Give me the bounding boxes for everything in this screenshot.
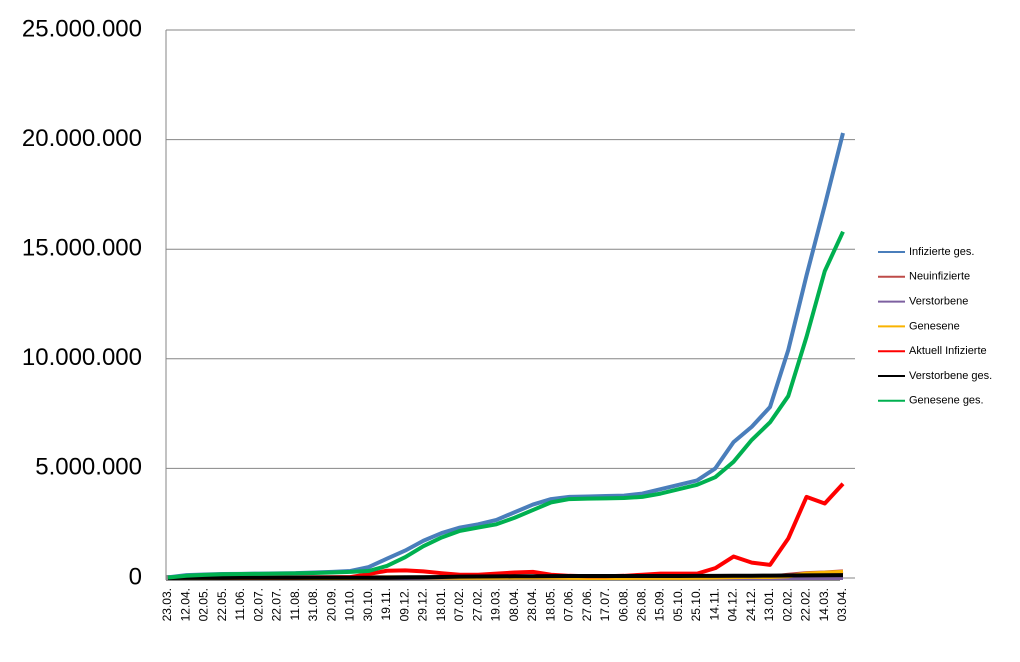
x-tick-label: 22.05. bbox=[215, 588, 229, 621]
x-tick-label: 07.06. bbox=[562, 588, 576, 621]
x-tick-label: 10.10. bbox=[343, 588, 357, 621]
y-tick-label: 20.000.000 bbox=[22, 125, 142, 152]
x-tick-label: 27.02. bbox=[470, 588, 484, 621]
y-tick-label: 25.000.000 bbox=[22, 15, 142, 42]
y-tick-label: 15.000.000 bbox=[22, 235, 142, 262]
x-tick-label: 18.01. bbox=[434, 588, 448, 621]
x-tick-label: 20.09. bbox=[324, 588, 338, 621]
legend-label: Genesene ges. bbox=[909, 395, 984, 407]
x-tick-label: 24.12. bbox=[744, 588, 758, 621]
x-tick-label: 28.04. bbox=[525, 588, 539, 621]
y-tick-label: 10.000.000 bbox=[22, 344, 142, 371]
x-tick-label: 22.07. bbox=[270, 588, 284, 621]
x-tick-label: 22.02. bbox=[799, 588, 813, 621]
x-tick-label: 12.04. bbox=[178, 588, 192, 621]
legend-label: Infizierte ges. bbox=[909, 246, 974, 258]
x-tick-label: 02.05. bbox=[197, 588, 211, 621]
x-tick-label: 02.07. bbox=[251, 588, 265, 621]
x-tick-label: 04.12. bbox=[726, 588, 740, 621]
y-tick-label: 0 bbox=[129, 563, 142, 590]
x-tick-label: 13.01. bbox=[762, 588, 776, 621]
x-tick-label: 02.02. bbox=[780, 588, 794, 621]
x-tick-label: 14.11. bbox=[707, 588, 721, 620]
legend-label: Genesene bbox=[909, 320, 960, 332]
x-tick-label: 19.03. bbox=[489, 588, 503, 621]
x-tick-label: 25.10. bbox=[689, 588, 703, 621]
x-tick-label: 19.11. bbox=[379, 588, 393, 620]
x-tick-label: 30.10. bbox=[361, 588, 375, 621]
x-tick-label: 06.08. bbox=[616, 588, 630, 621]
x-tick-label: 27.06. bbox=[580, 588, 594, 621]
series-line bbox=[167, 230, 845, 580]
x-tick-label: 31.08. bbox=[306, 588, 320, 621]
x-tick-label: 11.06. bbox=[233, 588, 247, 620]
x-tick-label: 23.03. bbox=[160, 588, 174, 621]
x-tick-label: 11.08. bbox=[288, 588, 302, 620]
x-tick-label: 09.12. bbox=[397, 588, 411, 621]
legend-label: Verstorbene bbox=[909, 296, 968, 308]
y-tick-label: 5.000.000 bbox=[35, 454, 142, 481]
legend-label: Neuinfizierte bbox=[909, 271, 970, 283]
x-tick-label: 03.04. bbox=[835, 588, 849, 621]
x-tick-label: 18.05. bbox=[543, 588, 557, 621]
legend-label: Verstorbene ges. bbox=[909, 370, 992, 382]
x-tick-label: 29.12. bbox=[416, 588, 430, 621]
legend-label: Aktuell Infizierte bbox=[909, 345, 987, 357]
x-tick-label: 07.02. bbox=[452, 588, 466, 621]
x-tick-label: 15.09. bbox=[653, 588, 667, 621]
x-tick-label: 05.10. bbox=[671, 588, 685, 621]
x-tick-label: 26.08. bbox=[634, 588, 648, 621]
x-tick-label: 08.04. bbox=[507, 588, 521, 621]
x-tick-label: 17.07. bbox=[598, 588, 612, 621]
x-tick-label: 14.03. bbox=[817, 588, 831, 621]
series-line bbox=[167, 573, 844, 580]
